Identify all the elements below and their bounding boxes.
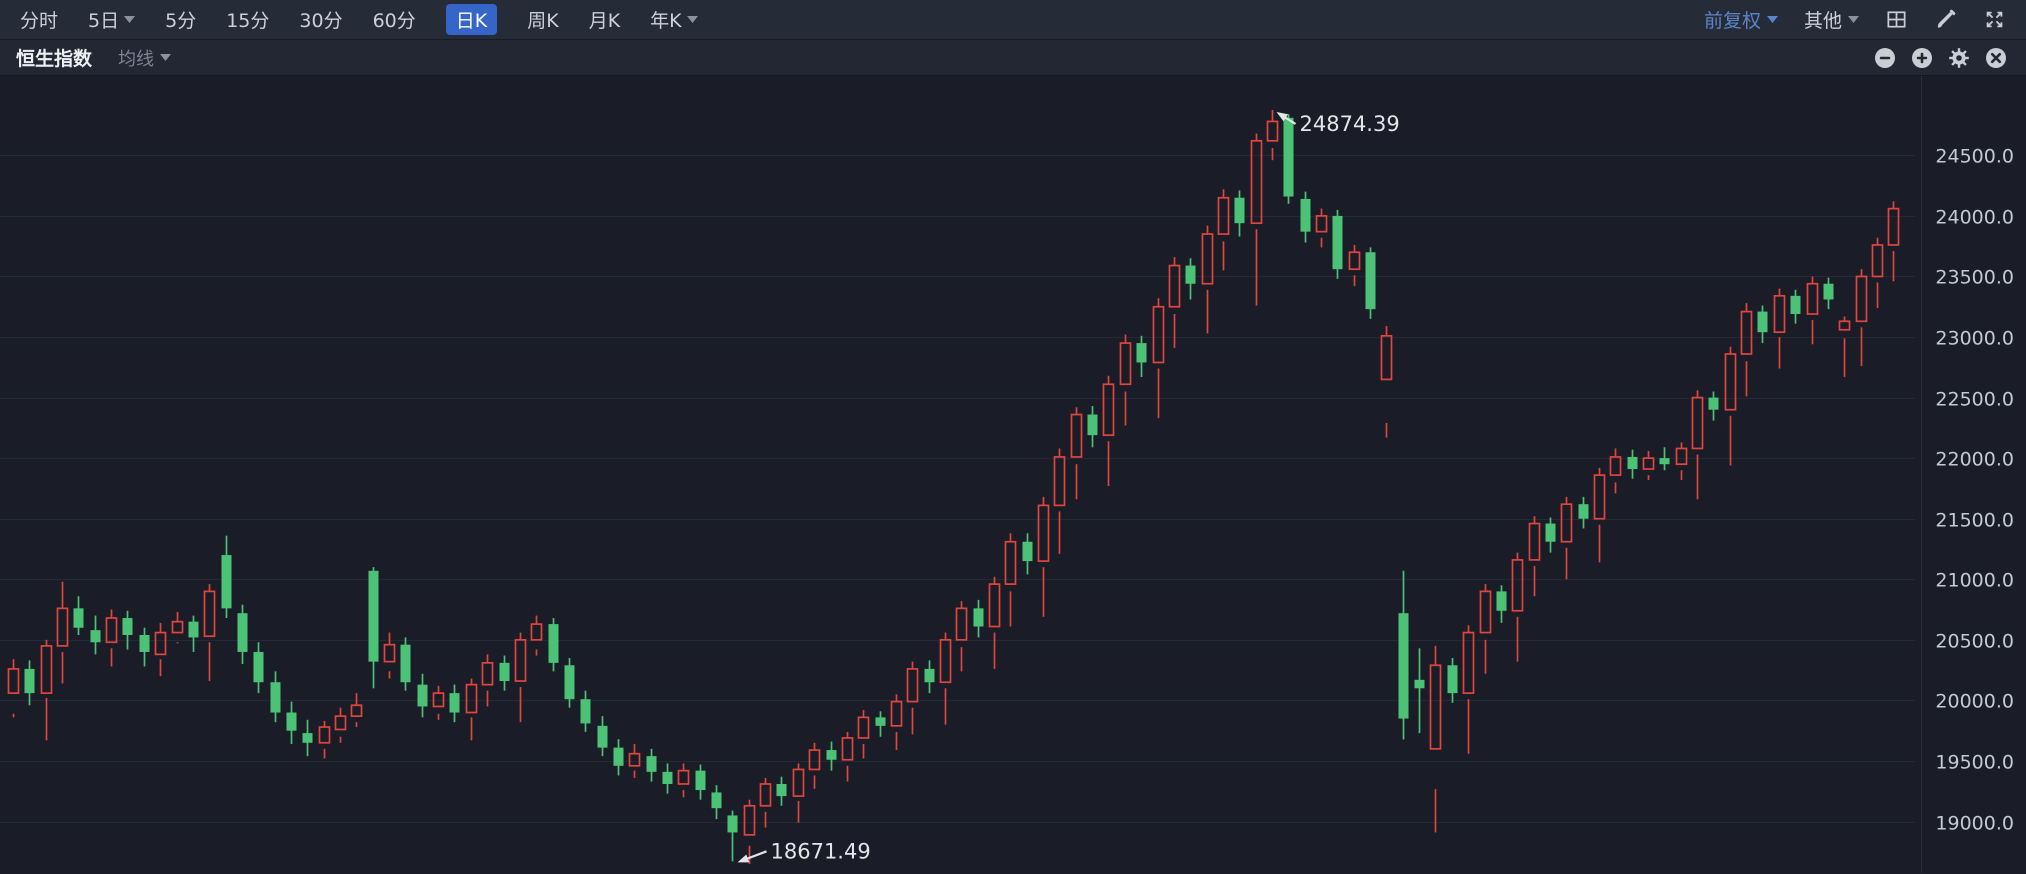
period-60min[interactable]: 60分 — [373, 6, 416, 33]
moving-average-dropdown[interactable]: 均线 — [118, 45, 172, 71]
period-label: 30分 — [299, 10, 343, 32]
period-daily-k-active[interactable]: 日K — [445, 4, 498, 35]
layout-grid-icon[interactable] — [1885, 8, 1908, 31]
svg-text:21000.0: 21000.0 — [1935, 570, 2014, 592]
chevron-down-icon — [1848, 16, 1859, 23]
candlestick-chart-area: 24500.0 24000.0 23500.0 23000.0 22500.0 22000… — [0, 76, 2026, 873]
chevron-down-icon — [160, 54, 172, 61]
other-dropdown[interactable]: 其他 — [1804, 6, 1859, 33]
instrument-title: 恒生指数 — [16, 48, 93, 70]
period-label: 月K — [588, 10, 621, 32]
period-weekly-k[interactable]: 周K — [527, 6, 558, 33]
period-15min[interactable]: 15分 — [226, 6, 269, 33]
svg-text:19500.0: 19500.0 — [1935, 752, 2014, 774]
svg-text:20500.0: 20500.0 — [1935, 631, 2014, 653]
period-label: 5日 — [88, 10, 120, 32]
period-label: 周K — [527, 10, 559, 32]
chart-controls — [1873, 46, 2010, 70]
svg-text:22000.0: 22000.0 — [1935, 449, 2014, 471]
period-label: 15分 — [226, 10, 270, 32]
period-label: 5分 — [165, 10, 197, 32]
svg-text:23500.0: 23500.0 — [1935, 267, 2014, 289]
zoom-out-icon[interactable] — [1873, 46, 1897, 70]
brush-icon[interactable] — [1934, 8, 1957, 31]
toolbar-right-group: 前复权 其他 — [1704, 6, 2006, 33]
fullscreen-icon[interactable] — [1983, 8, 2006, 31]
svg-text:19000.0: 19000.0 — [1935, 813, 2014, 835]
moving-average-label: 均线 — [118, 48, 155, 70]
settings-gear-icon[interactable] — [1947, 46, 1971, 70]
period-yearly-k[interactable]: 年K — [650, 6, 698, 33]
other-label: 其他 — [1803, 10, 1842, 32]
period-label: 60分 — [372, 10, 416, 32]
period-label: 分时 — [20, 10, 59, 32]
period-5min[interactable]: 5分 — [165, 6, 196, 33]
period-minute[interactable]: 分时 — [20, 6, 58, 33]
svg-text:24000.0: 24000.0 — [1935, 207, 2014, 229]
svg-text:23000.0: 23000.0 — [1935, 328, 2014, 350]
period-toolbar: 分时 5日 5分 15分 30分 60分 日K 周K 月K 年K 前复权 其他 — [0, 0, 2026, 40]
period-label: 年K — [650, 10, 682, 32]
svg-text:21500.0: 21500.0 — [1935, 510, 2014, 532]
period-30min[interactable]: 30分 — [299, 6, 342, 33]
period-5day[interactable]: 5日 — [88, 6, 136, 33]
svg-text:24500.0: 24500.0 — [1935, 146, 2014, 168]
adjust-mode-label: 前复权 — [1703, 10, 1761, 32]
chevron-down-icon — [124, 16, 136, 23]
chart-header: 恒生指数 均线 — [0, 40, 2026, 76]
zoom-in-icon[interactable] — [1910, 46, 1934, 70]
close-icon[interactable] — [1984, 46, 2008, 70]
adjust-mode-dropdown[interactable]: 前复权 — [1704, 6, 1778, 33]
period-monthly-k[interactable]: 月K — [589, 6, 620, 33]
chevron-down-icon — [686, 16, 698, 23]
svg-text:22500.0: 22500.0 — [1935, 389, 2014, 411]
candlestick-chart[interactable]: 24500.0 24000.0 23500.0 23000.0 22500.0 22000… — [0, 76, 2026, 873]
svg-text:20000.0: 20000.0 — [1935, 691, 2014, 713]
period-label: 日K — [455, 10, 488, 32]
low-price-annotation: 18671.49 — [771, 839, 871, 863]
chevron-down-icon — [1766, 16, 1778, 23]
high-price-annotation: 24874.39 — [1300, 112, 1400, 136]
period-group: 分时 5日 5分 15分 30分 60分 日K 周K 月K 年K — [20, 4, 698, 35]
